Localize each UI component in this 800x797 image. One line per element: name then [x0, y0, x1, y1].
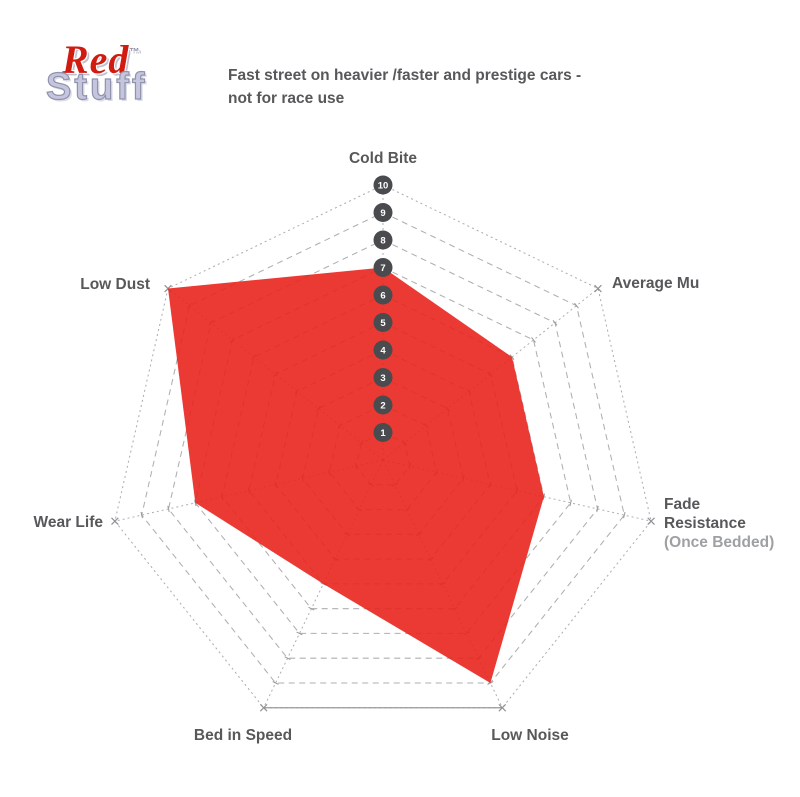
axis-end-marker-icon	[259, 703, 268, 712]
axis-end-marker-icon	[594, 284, 602, 293]
chart-description-line1: Fast street on heavier /faster and prest…	[228, 67, 582, 84]
scale-marker-label: 6	[380, 290, 385, 301]
axis-end-marker-icon	[111, 517, 119, 526]
radar-spoke-tick	[284, 656, 291, 661]
scale-marker-label: 8	[380, 235, 385, 246]
radar-ring	[194, 266, 572, 634]
axis-label-cold-bite: Cold Bite	[349, 150, 417, 167]
axis-label-fade-resistance-once-bedded: Fade Resistance (Once Bedded)	[664, 496, 774, 551]
chart-description-line2: not for race use	[228, 90, 345, 107]
radar-spoke-tick	[194, 499, 197, 507]
scale-marker	[373, 340, 393, 360]
scale-marker	[373, 368, 393, 387]
axis-end-marker-icon	[647, 517, 655, 526]
chart-description: Fast street on heavier /faster and prest…	[228, 64, 698, 110]
radar-spoke-tick	[531, 337, 536, 343]
radar-spoke-tick	[272, 681, 279, 685]
scale-marker	[373, 258, 393, 277]
scale-marker	[373, 313, 393, 332]
scale-marker-label: 5	[380, 318, 386, 329]
axis-label-bed-in-speed: Bed in Speed	[194, 727, 292, 744]
radar-spoke-tick	[569, 499, 572, 507]
trademark-symbol: ™	[129, 47, 140, 58]
axis-end-marker-icon	[164, 284, 172, 293]
radar-spoke-tick	[596, 505, 599, 513]
radar-spoke-tick	[308, 606, 315, 611]
scale-marker	[373, 285, 393, 305]
radar-data-polygon	[168, 267, 544, 683]
radar-spoke-tick	[167, 505, 170, 513]
scale-marker	[373, 230, 393, 250]
radar-spoke-tick	[140, 511, 143, 519]
radar-spoke-tick	[574, 302, 579, 309]
radar-spoke-tick	[552, 320, 558, 326]
axis-end-marker-icon	[498, 703, 507, 712]
scale-marker	[373, 395, 393, 415]
scale-marker	[373, 423, 393, 442]
scale-marker-label: 3	[380, 373, 385, 384]
scale-marker	[373, 203, 393, 222]
scale-marker	[373, 175, 393, 195]
logo-word-stuff: Stuff	[45, 66, 148, 108]
scale-marker-label: 1	[380, 428, 386, 439]
axis-label-low-dust: Low Dust	[80, 276, 150, 293]
axis-label-average-mu: Average Mu	[612, 275, 699, 292]
axis-label-wear-life: Wear Life	[34, 514, 104, 531]
scale-marker-label: 9	[380, 208, 385, 219]
axis-label-low-noise: Low Noise	[491, 727, 569, 744]
redstuff-logo: Red™ Stuff	[45, 34, 216, 120]
radar-spoke-tick	[296, 631, 303, 636]
logo-word-red: Red™	[62, 37, 140, 82]
scale-marker-label: 4	[380, 345, 386, 356]
scale-marker-label: 7	[380, 263, 385, 274]
radar-spoke-tick	[623, 511, 626, 519]
scale-marker-label: 2	[380, 400, 385, 411]
scale-marker-label: 10	[378, 180, 389, 191]
